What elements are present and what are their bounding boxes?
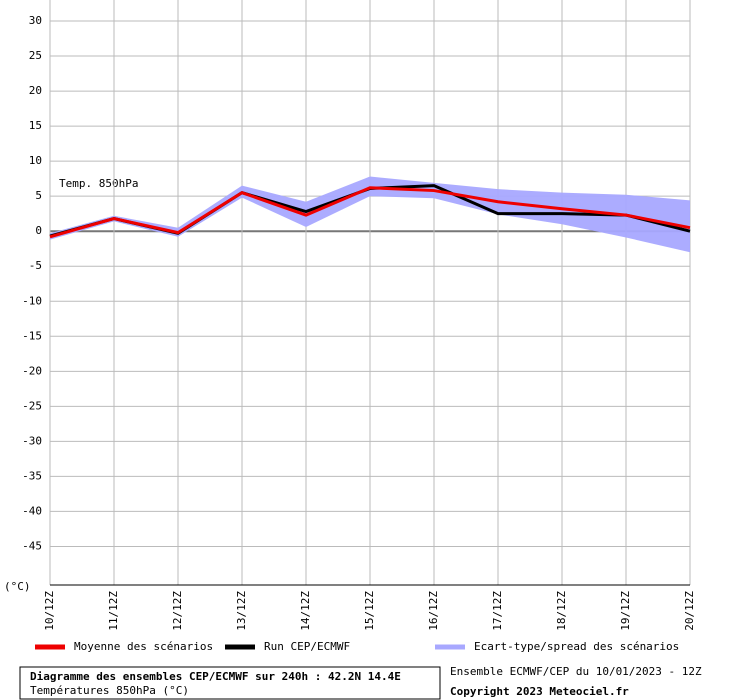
copyright: Copyright 2023 Meteociel.fr bbox=[450, 685, 629, 698]
y-tick-label: -5 bbox=[29, 259, 42, 272]
line bbox=[49, 186, 691, 239]
y-tick-label: -20 bbox=[22, 364, 42, 377]
chart-title: Diagramme des ensembles CEP/ECMWF sur 24… bbox=[30, 670, 401, 683]
y-tick-label: -35 bbox=[22, 469, 42, 482]
x-tick-label: 18/12Z bbox=[555, 591, 568, 631]
plot-layer bbox=[49, 0, 691, 585]
y-tick-label: 20 bbox=[29, 84, 42, 97]
y-tick-label: 25 bbox=[29, 49, 42, 62]
y-tick-label: 10 bbox=[29, 154, 42, 167]
x-tick-label: 15/12Z bbox=[363, 591, 376, 631]
y-tick-label: -45 bbox=[22, 539, 42, 552]
y-tick-label: -40 bbox=[22, 504, 42, 517]
y-tick-label: -30 bbox=[22, 434, 42, 447]
x-tick-label: 11/12Z bbox=[107, 591, 120, 631]
y-tick-label: 5 bbox=[35, 189, 42, 202]
title-box bbox=[19, 666, 441, 700]
grid bbox=[49, 0, 691, 585]
y-tick-label: 0 bbox=[35, 224, 42, 237]
x-tick-label: 10/12Z bbox=[43, 591, 56, 631]
y-axis-label: (°C) bbox=[4, 580, 31, 593]
y-tick-label: -10 bbox=[22, 294, 42, 307]
y-tick-label: -15 bbox=[22, 329, 42, 342]
legend-label: Ecart-type/spread des scénarios bbox=[474, 640, 679, 653]
legend-label: Moyenne des scénarios bbox=[74, 640, 213, 653]
x-tick-label: 19/12Z bbox=[619, 591, 632, 631]
y-tick-label: 15 bbox=[29, 119, 42, 132]
legend-label: Run CEP/ECMWF bbox=[264, 640, 350, 653]
x-tick-label: 14/12Z bbox=[299, 591, 312, 631]
x-tick-label: 13/12Z bbox=[235, 591, 248, 631]
x-tick-label: 16/12Z bbox=[427, 591, 440, 631]
chart-subtitle: Températures 850hPa (°C) bbox=[30, 684, 189, 697]
spread-area bbox=[50, 176, 690, 253]
x-tick-label: 12/12Z bbox=[171, 591, 184, 631]
run-info: Ensemble ECMWF/CEP du 10/01/2023 - 12Z bbox=[450, 665, 702, 678]
y-tick-label: -25 bbox=[22, 399, 42, 412]
annotation: Temp. 850hPa bbox=[59, 177, 138, 190]
y-tick-label: 30 bbox=[29, 14, 42, 27]
x-tick-label: 17/12Z bbox=[491, 591, 504, 631]
x-tick-label: 20/12Z bbox=[683, 591, 696, 631]
